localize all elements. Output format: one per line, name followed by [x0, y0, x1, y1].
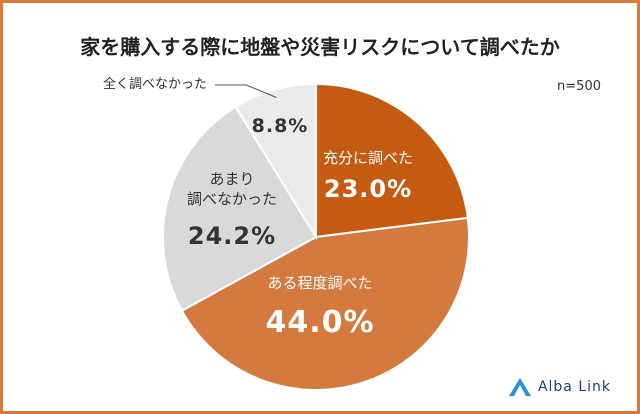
pie-slice [162, 105, 318, 313]
category-label: 充分に調べた [322, 148, 414, 167]
category-label: あまり 調べなかった [186, 169, 278, 208]
category-label: ある程度調べた [267, 273, 373, 292]
leader-line [215, 84, 277, 98]
pie-slice [315, 82, 469, 239]
pie-slice [180, 216, 470, 391]
value-label: 24.2% [187, 221, 277, 250]
category-label: 全く調べなかった [102, 77, 208, 93]
sample-size: n=500 [557, 79, 601, 94]
logo-text: Alba Link [537, 379, 611, 395]
value-label: 8.8% [251, 115, 309, 138]
chart-title: 家を購入する際に地盤や災害リスクについて調べたか [80, 35, 560, 59]
logo-icon [508, 378, 531, 396]
logo: Alba Link [508, 377, 611, 397]
chart [162, 82, 470, 391]
pie-slice [234, 82, 317, 241]
value-label: 44.0% [265, 304, 375, 340]
value-label: 23.0% [323, 174, 413, 203]
